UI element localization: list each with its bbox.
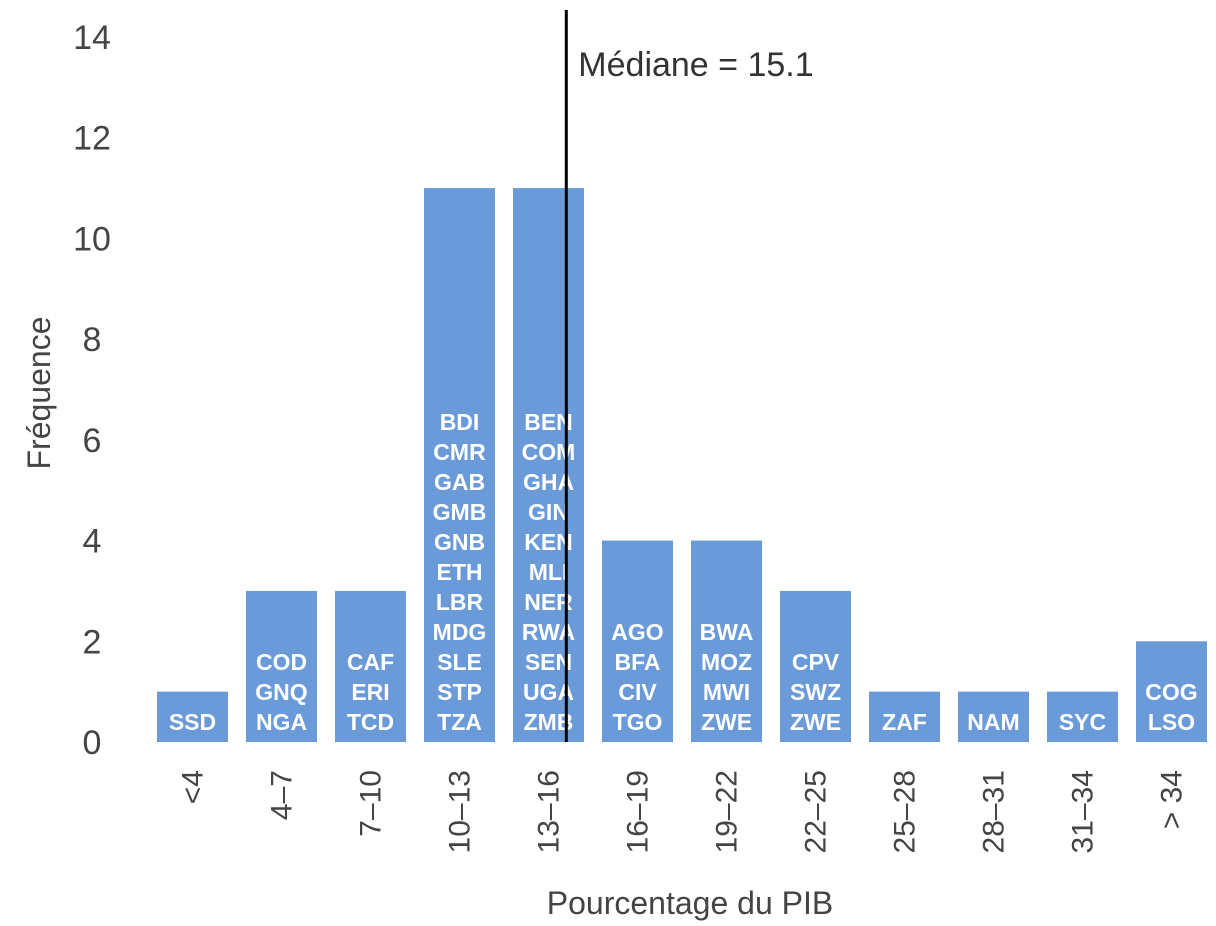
x-axis-title: Pourcentage du PIB bbox=[547, 885, 833, 921]
y-tick-label: 12 bbox=[73, 120, 111, 158]
bar-data-label: GMB bbox=[433, 499, 487, 525]
y-tick-label: 14 bbox=[73, 19, 111, 57]
bar-data-label: LSO bbox=[1148, 709, 1195, 735]
bar-data-label: BWA bbox=[700, 619, 754, 645]
bar bbox=[1136, 641, 1207, 742]
bar-data-label: GNB bbox=[434, 529, 485, 555]
bar-data-label: NAM bbox=[967, 709, 1019, 735]
bar-data-label: LBR bbox=[436, 589, 484, 615]
bar bbox=[513, 188, 584, 743]
bar-data-label: MDG bbox=[433, 619, 487, 645]
x-tick-label: 28–31 bbox=[978, 770, 1011, 853]
bars bbox=[157, 188, 1207, 743]
bar bbox=[958, 691, 1029, 742]
bar-data-label: COG bbox=[1145, 679, 1197, 705]
bar-data-label: AGO bbox=[611, 619, 663, 645]
x-tick-label: > 34 bbox=[1156, 770, 1189, 829]
x-tick-label: 22–25 bbox=[800, 770, 833, 853]
bar-data-label: NGA bbox=[256, 709, 307, 735]
median-label: Médiane = 15.1 bbox=[578, 46, 813, 84]
y-axis-title: Fréquence bbox=[21, 317, 57, 470]
bar-data-label: SEN bbox=[525, 649, 572, 675]
bar-data-label: ZWE bbox=[790, 709, 841, 735]
bar bbox=[335, 590, 406, 742]
x-tick-label: 10–13 bbox=[444, 770, 477, 853]
bar-data-label: MOZ bbox=[701, 649, 752, 675]
bar bbox=[424, 188, 495, 743]
y-tick-label: 6 bbox=[83, 422, 102, 460]
x-tick-label: 16–19 bbox=[622, 770, 655, 853]
x-tick-label: 4–7 bbox=[266, 770, 299, 820]
bar-data-label: GNQ bbox=[255, 679, 307, 705]
bar-data-label: CAF bbox=[347, 649, 394, 675]
bar bbox=[691, 540, 762, 742]
x-tick-label: <4 bbox=[177, 770, 210, 804]
x-tick-label: 25–28 bbox=[889, 770, 922, 853]
bar-data-label: STP bbox=[437, 679, 482, 705]
median-marker: Médiane = 15.1 bbox=[564, 10, 814, 742]
bar-data-label: CMR bbox=[433, 439, 486, 465]
bar-data-label: BEN bbox=[524, 409, 573, 435]
bar bbox=[1047, 691, 1118, 742]
bar-data-label: TGO bbox=[613, 709, 663, 735]
bar-data-label: SYC bbox=[1059, 709, 1106, 735]
bar bbox=[246, 590, 317, 742]
bar-data-label: SLE bbox=[437, 649, 482, 675]
bar-data-label: ERI bbox=[351, 679, 389, 705]
bar-data-label: GAB bbox=[434, 469, 485, 495]
bar-data-label: TZA bbox=[437, 709, 482, 735]
bar-labels: SSD COD GNQ NGA CAF ERI TCD BDI CMR GAB GMB GNB ETH L… bbox=[169, 409, 1198, 735]
x-axis-ticks: <4 4–7 7–10 10–13 13–16 16–19 19–22 22–25 25–28 2… bbox=[177, 770, 1189, 853]
x-tick-label: 31–34 bbox=[1067, 770, 1100, 853]
y-tick-label: 2 bbox=[83, 623, 102, 661]
y-tick-label: 4 bbox=[83, 523, 102, 561]
x-tick-label: 13–16 bbox=[533, 770, 566, 853]
bar bbox=[869, 691, 940, 742]
y-tick-label: 10 bbox=[73, 220, 111, 258]
bar-data-label: CIV bbox=[618, 679, 657, 705]
x-tick-label: 7–10 bbox=[355, 770, 388, 837]
bar-data-label: CPV bbox=[792, 649, 840, 675]
y-tick-label: 8 bbox=[83, 321, 102, 359]
x-tick-label: 19–22 bbox=[711, 770, 744, 853]
bar-data-label: GIN bbox=[528, 499, 569, 525]
bar-data-label: MLI bbox=[529, 559, 569, 585]
bar-data-label: SWZ bbox=[790, 679, 841, 705]
y-axis-ticks: 0 2 4 6 8 10 12 14 bbox=[73, 19, 111, 762]
bar-data-label: TCD bbox=[347, 709, 394, 735]
bar-data-label: ZWE bbox=[701, 709, 752, 735]
bar-data-label: COD bbox=[256, 649, 307, 675]
bar-data-label: KEN bbox=[524, 529, 573, 555]
y-tick-label: 0 bbox=[83, 724, 102, 762]
bar bbox=[157, 691, 228, 742]
bar bbox=[602, 540, 673, 742]
bar-data-label: BDI bbox=[440, 409, 480, 435]
bar-data-label: BFA bbox=[615, 649, 661, 675]
bar-data-label: MWI bbox=[703, 679, 750, 705]
bar-data-label: ZAF bbox=[882, 709, 927, 735]
bar-data-label: ETH bbox=[437, 559, 483, 585]
bar bbox=[780, 590, 851, 742]
bar-data-label: SSD bbox=[169, 709, 216, 735]
